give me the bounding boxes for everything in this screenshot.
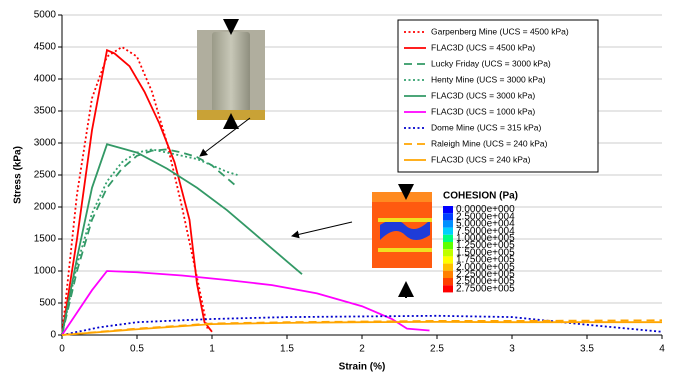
legend-label: Lucky Friday (UCS = 3000 kPa) xyxy=(431,58,551,68)
x-tick-label: 0 xyxy=(59,344,65,355)
colorbar-label: 2.2500e+005 xyxy=(456,269,515,280)
colorbar-label: 2.5000e+004 xyxy=(456,211,515,222)
series-line xyxy=(61,148,236,336)
colorbar-swatch xyxy=(443,278,453,286)
pointer-arrow xyxy=(199,117,251,157)
x-tick-label: 1 xyxy=(209,344,215,355)
colorbar-swatch xyxy=(443,256,453,264)
colorbar-swatch xyxy=(443,285,453,293)
series-line xyxy=(61,48,213,336)
colorbar-swatch xyxy=(443,234,453,242)
y-tick-label: 4500 xyxy=(34,42,57,53)
y-tick-label: 2000 xyxy=(34,202,57,213)
y-tick-label: 500 xyxy=(39,298,56,309)
x-tick-label: 3 xyxy=(509,344,515,355)
y-tick-label: 3000 xyxy=(34,138,57,149)
colorbar-label: 0.0000e+000 xyxy=(456,204,515,215)
colorbar-swatch xyxy=(443,213,453,221)
colorbar-label: 1.5000e+005 xyxy=(456,247,515,258)
legend-label: FLAC3D (UCS = 3000 kPa) xyxy=(431,90,535,100)
y-tick-label: 3500 xyxy=(34,106,57,117)
series-line xyxy=(61,148,238,336)
colorbar-swatch xyxy=(443,263,453,271)
legend-label: Henty Mine (UCS = 3000 kPa) xyxy=(431,74,546,84)
legend-label: FLAC3D (UCS = 4500 kPa) xyxy=(431,42,535,52)
colorbar-swatch xyxy=(443,206,453,214)
colorbar-swatch xyxy=(443,242,453,250)
y-tick-label: 1500 xyxy=(34,234,57,245)
legend-label: Garpenberg Mine (UCS = 4500 kPa) xyxy=(431,26,569,36)
legend-label: FLAC3D (UCS = 1000 kPa) xyxy=(431,106,535,116)
x-tick-label: 3.5 xyxy=(580,344,594,355)
inset-title: COHESION (Pa) xyxy=(443,191,518,202)
colorbar-label: 2.7500e+005 xyxy=(456,283,515,294)
series-line xyxy=(61,314,663,336)
y-tick-label: 5000 xyxy=(34,10,57,21)
x-axis-label: Strain (%) xyxy=(339,362,386,373)
x-tick-label: 2 xyxy=(359,344,365,355)
series-line xyxy=(61,143,303,336)
y-tick-label: 4000 xyxy=(34,74,57,85)
series-line xyxy=(61,270,430,336)
colorbar-label: 2.0000e+005 xyxy=(456,262,515,273)
model-cube xyxy=(372,184,432,298)
colorbar-swatch xyxy=(443,227,453,235)
y-axis-label: Stress (kPa) xyxy=(13,146,24,204)
legend-box xyxy=(397,19,599,173)
legend-label: FLAC3D (UCS = 240 kPa) xyxy=(431,154,531,164)
legend-label: Raleigh Mine (UCS = 240 kPa) xyxy=(431,138,548,148)
series-line xyxy=(61,320,662,336)
colorbar-swatch xyxy=(443,270,453,278)
colorbar-label: 7.5000e+004 xyxy=(456,226,515,237)
x-tick-label: 2.5 xyxy=(430,344,444,355)
x-tick-label: 4 xyxy=(659,344,665,355)
colorbar-label: 2.5000e+005 xyxy=(456,276,515,287)
colorbar-swatch xyxy=(443,220,453,228)
pointer-arrow xyxy=(291,221,353,239)
colorbar-label: 1.2500e+005 xyxy=(456,240,515,251)
colorbar-label: 1.0000e+005 xyxy=(456,233,515,244)
y-tick-label: 0 xyxy=(50,330,56,341)
series-line xyxy=(61,45,209,336)
colorbar-swatch xyxy=(443,249,453,257)
colorbar-label: 1.7500e+005 xyxy=(456,255,515,266)
specimen-photo xyxy=(197,19,265,129)
legend-label: Dome Mine (UCS = 315 kPa) xyxy=(431,122,541,132)
y-tick-label: 1000 xyxy=(34,266,57,277)
colorbar-label: 5.0000e+004 xyxy=(456,219,515,230)
y-tick-label: 2500 xyxy=(34,170,57,181)
x-tick-label: 1.5 xyxy=(280,344,294,355)
x-tick-label: 0.5 xyxy=(130,344,144,355)
